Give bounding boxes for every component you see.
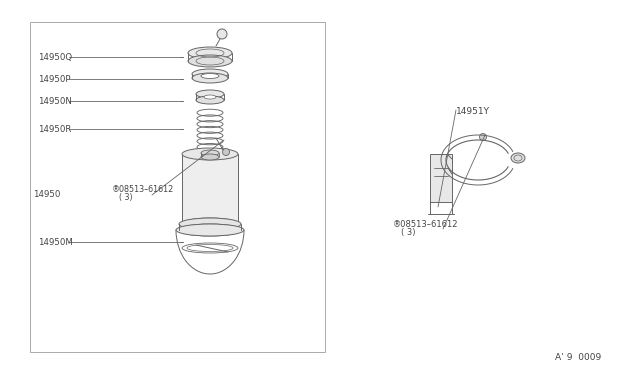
Text: A’ 9  0009: A’ 9 0009 [555, 353, 601, 362]
Bar [430, 154, 452, 202]
Text: ®08513–61612: ®08513–61612 [112, 185, 174, 194]
Text: 14950R: 14950R [38, 125, 72, 134]
Ellipse shape [201, 74, 219, 78]
Bar [182, 154, 238, 224]
Ellipse shape [511, 153, 525, 163]
Circle shape [479, 134, 486, 141]
Ellipse shape [182, 148, 238, 160]
Ellipse shape [196, 90, 224, 98]
Bar [30, 22, 325, 352]
Ellipse shape [192, 73, 228, 83]
Text: 14950: 14950 [33, 189, 60, 199]
Text: ®08513–61612: ®08513–61612 [393, 220, 458, 229]
Ellipse shape [176, 224, 244, 236]
Ellipse shape [188, 47, 232, 59]
Text: ( 3): ( 3) [119, 193, 132, 202]
Ellipse shape [182, 218, 238, 230]
Circle shape [217, 29, 227, 39]
Text: ( 3): ( 3) [401, 228, 415, 237]
Text: 14950P: 14950P [38, 74, 70, 83]
Ellipse shape [179, 218, 241, 230]
Ellipse shape [201, 154, 219, 160]
Text: 14950M: 14950M [38, 237, 73, 247]
Ellipse shape [179, 224, 241, 236]
Ellipse shape [188, 55, 232, 67]
Ellipse shape [196, 96, 224, 104]
Ellipse shape [192, 69, 228, 79]
Text: 14951Y: 14951Y [456, 107, 490, 116]
Text: 14950N: 14950N [38, 96, 72, 106]
Ellipse shape [201, 150, 219, 156]
Circle shape [223, 148, 230, 155]
Ellipse shape [204, 95, 216, 99]
Text: 14950Q: 14950Q [38, 52, 72, 61]
